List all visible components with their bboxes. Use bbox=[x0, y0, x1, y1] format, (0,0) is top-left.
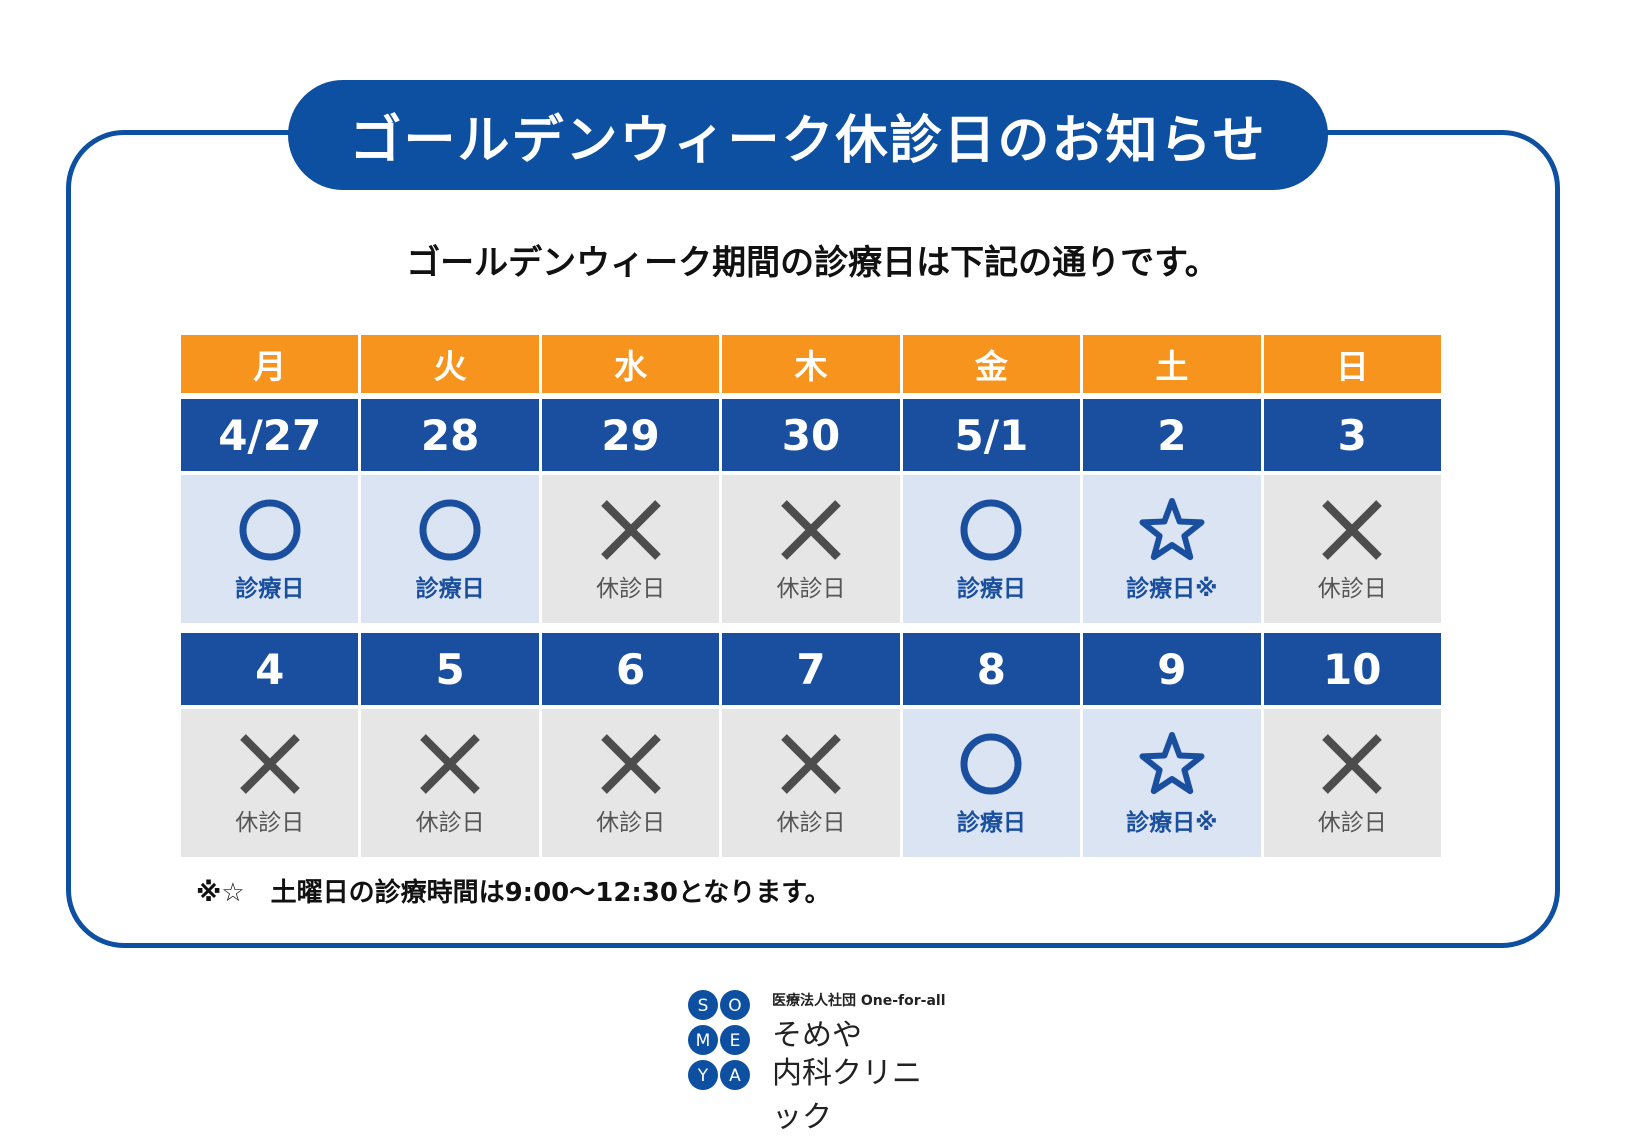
logo-letter: S bbox=[698, 996, 709, 1016]
closed-cross-icon bbox=[781, 500, 841, 560]
weekday-header: 日 bbox=[1263, 335, 1441, 393]
closed-cross-icon bbox=[781, 734, 841, 794]
status-cell: 休診日 bbox=[541, 475, 720, 623]
weekday-header: 水 bbox=[541, 335, 720, 393]
date-cell: 9 bbox=[1083, 633, 1261, 705]
weekday-header: 金 bbox=[902, 335, 1081, 393]
status-cell: 診療日 bbox=[902, 709, 1081, 857]
status-cell: 休診日 bbox=[541, 709, 720, 857]
status-cell: 休診日 bbox=[1263, 475, 1441, 623]
date-cell: 4/27 bbox=[181, 399, 359, 471]
clinic-organization: 医療法人社団 One-for-all bbox=[772, 993, 946, 1009]
status-label: 休診日 bbox=[1317, 576, 1387, 602]
date-cell: 8 bbox=[902, 633, 1081, 705]
date-cell: 30 bbox=[722, 399, 900, 471]
clinic-name-line2: 内科クリニック bbox=[772, 1056, 922, 1135]
notice-subtitle: ゴールデンウィーク期間の診療日は下記の通りです。 bbox=[406, 243, 1219, 283]
date-cell: 28 bbox=[361, 399, 539, 471]
closed-cross-icon bbox=[420, 734, 480, 794]
status-label: 休診日 bbox=[776, 576, 846, 602]
status-cell: 診療日※ bbox=[1083, 475, 1261, 623]
saturday-hours-note: ※☆ 土曜日の診療時間は9:00～12:30となります。 bbox=[196, 878, 831, 908]
logo-letter: M bbox=[696, 1031, 711, 1051]
date-cell: 5 bbox=[361, 633, 539, 705]
status-cell: 休診日 bbox=[722, 475, 900, 623]
logo-letter: A bbox=[729, 1066, 741, 1086]
status-label: 休診日 bbox=[235, 810, 305, 836]
notice-title: ゴールデンウィーク休診日のお知らせ bbox=[288, 80, 1328, 190]
status-cell: 休診日 bbox=[361, 709, 539, 857]
status-cell: 休診日 bbox=[722, 709, 900, 857]
status-label: 診療日 bbox=[415, 576, 485, 602]
status-cell: 休診日 bbox=[181, 709, 359, 857]
closed-cross-icon bbox=[600, 734, 661, 794]
calendar-grid: 月 火 水 木 金 土 日 4/27 28 29 30 5/1 2 3 診療日 … bbox=[181, 335, 1441, 857]
status-label: 診療日 bbox=[956, 810, 1026, 836]
status-cell: 診療日 bbox=[181, 475, 359, 623]
closed-cross-icon bbox=[1322, 500, 1383, 560]
status-label: 休診日 bbox=[596, 810, 666, 836]
closed-cross-icon bbox=[600, 500, 661, 560]
status-label: 休診日 bbox=[596, 576, 666, 602]
status-label: 休診日 bbox=[415, 810, 485, 836]
status-cell: 診療日 bbox=[361, 475, 539, 623]
date-cell: 6 bbox=[541, 633, 720, 705]
status-cell: 診療日※ bbox=[1083, 709, 1261, 857]
open-circle-icon bbox=[960, 499, 1022, 561]
status-label: 休診日 bbox=[776, 810, 846, 836]
weekday-header: 火 bbox=[361, 335, 539, 393]
status-label: 診療日 bbox=[235, 576, 305, 602]
date-cell: 3 bbox=[1263, 399, 1441, 471]
logo-letter: Y bbox=[697, 1066, 709, 1086]
date-cell: 4 bbox=[181, 633, 359, 705]
weekday-header: 木 bbox=[722, 335, 900, 393]
status-cell: 診療日 bbox=[902, 475, 1081, 623]
date-cell: 29 bbox=[541, 399, 720, 471]
weekday-header: 土 bbox=[1083, 335, 1261, 393]
open-circle-icon bbox=[419, 499, 481, 561]
status-label: 診療日※ bbox=[1126, 810, 1218, 836]
logo-letter: E bbox=[730, 1031, 741, 1051]
clinic-name-line1: そめや bbox=[772, 1018, 862, 1053]
date-cell: 2 bbox=[1083, 399, 1261, 471]
open-circle-icon bbox=[960, 733, 1022, 795]
status-label: 診療日 bbox=[956, 576, 1026, 602]
date-cell: 5/1 bbox=[902, 399, 1081, 471]
status-label: 診療日※ bbox=[1126, 576, 1218, 602]
closed-cross-icon bbox=[239, 734, 300, 794]
open-circle-icon bbox=[239, 499, 301, 561]
saturday-star-icon bbox=[1139, 498, 1205, 561]
closed-cross-icon bbox=[1322, 734, 1383, 794]
clinic-logo-mark: S O M E Y A bbox=[688, 990, 750, 1090]
date-cell: 7 bbox=[722, 633, 900, 705]
status-label: 休診日 bbox=[1317, 810, 1387, 836]
clinic-logo: S O M E Y A 医療法人社団 One-for-all そめや 内科クリニ… bbox=[688, 990, 948, 1135]
weekday-header: 月 bbox=[181, 335, 359, 393]
logo-letter: O bbox=[728, 996, 741, 1016]
date-cell: 10 bbox=[1263, 633, 1441, 705]
saturday-star-icon bbox=[1139, 732, 1205, 795]
status-cell: 休診日 bbox=[1263, 709, 1441, 857]
